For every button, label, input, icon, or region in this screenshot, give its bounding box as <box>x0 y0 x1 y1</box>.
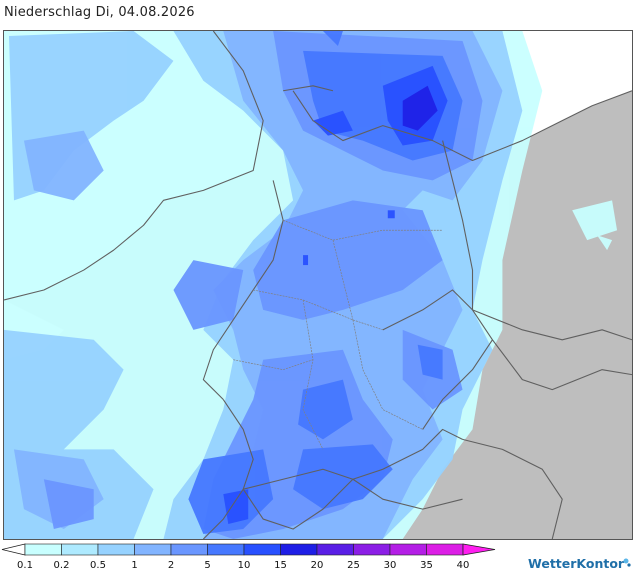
legend-tick-label: 2 <box>168 560 174 571</box>
border-fr-ch <box>202 488 244 539</box>
border-ch-it <box>242 478 354 530</box>
legend-tick-label: 0.1 <box>17 560 33 571</box>
legend-swatch <box>207 543 245 556</box>
legend-tick-label: 10 <box>238 560 251 571</box>
border-at-de <box>352 428 463 480</box>
legend-swatch <box>426 543 464 556</box>
legend-tick-label: 1 <box>131 560 137 571</box>
coastline-north <box>4 31 264 301</box>
state-borders <box>233 219 443 450</box>
legend-tick-label: 25 <box>347 560 360 571</box>
legend-swatch <box>353 543 391 556</box>
legend-tick-label: 0.2 <box>54 560 70 571</box>
legend-swatch <box>134 543 172 556</box>
legend-right-arrow <box>462 543 496 556</box>
legend-tick-labels: 0.1 0.2 0.5 1 2 5 10 15 20 25 30 35 40 <box>17 560 469 571</box>
border-nl-de <box>232 180 284 321</box>
legend-swatch <box>389 543 427 556</box>
legend-swatch <box>170 543 208 556</box>
legend-swatch <box>24 543 62 556</box>
border-pl-de <box>442 140 474 310</box>
border-pl-east <box>472 309 632 341</box>
border-fr-de <box>222 399 254 490</box>
border-at-hu <box>462 438 563 539</box>
legend-tick-label: 5 <box>204 560 210 571</box>
precip-layer-15 <box>402 85 438 131</box>
coastline-baltic <box>292 90 632 162</box>
precipitation-map <box>3 30 633 540</box>
precipitation-legend: 0.1 0.2 0.5 1 2 5 10 15 20 25 30 35 40 <box>1 543 496 571</box>
legend-swatch <box>97 543 135 556</box>
border-ch-de <box>243 468 354 490</box>
legend-tick-label: 15 <box>274 560 287 571</box>
legend-swatch <box>280 543 318 556</box>
legend-tick-label: 40 <box>457 560 470 571</box>
legend-tick-label: 0.5 <box>90 560 106 571</box>
logo-dot-icon-small <box>627 563 631 567</box>
border-cz-sk <box>492 339 632 391</box>
border-cz-de <box>382 289 493 430</box>
border-at-it <box>352 478 463 510</box>
brand-name: WetterKontor <box>528 556 625 571</box>
wetterkontor-logo: WetterKontor <box>528 556 631 571</box>
legend-tick-label: 35 <box>420 560 433 571</box>
country-borders <box>4 31 632 539</box>
legend-tick-label: 30 <box>384 560 397 571</box>
legend-swatch <box>316 543 354 556</box>
border-be-de <box>202 319 234 400</box>
legend-swatch <box>243 543 281 556</box>
legend-swatch <box>61 543 99 556</box>
legend-left-arrow <box>1 543 26 556</box>
legend-tick-label: 20 <box>311 560 324 571</box>
legend-color-bar <box>1 543 496 556</box>
map-title: Niederschlag Di, 04.08.2026 <box>4 5 195 20</box>
logo-dot-icon <box>623 558 629 564</box>
border-dk-de <box>283 85 334 92</box>
